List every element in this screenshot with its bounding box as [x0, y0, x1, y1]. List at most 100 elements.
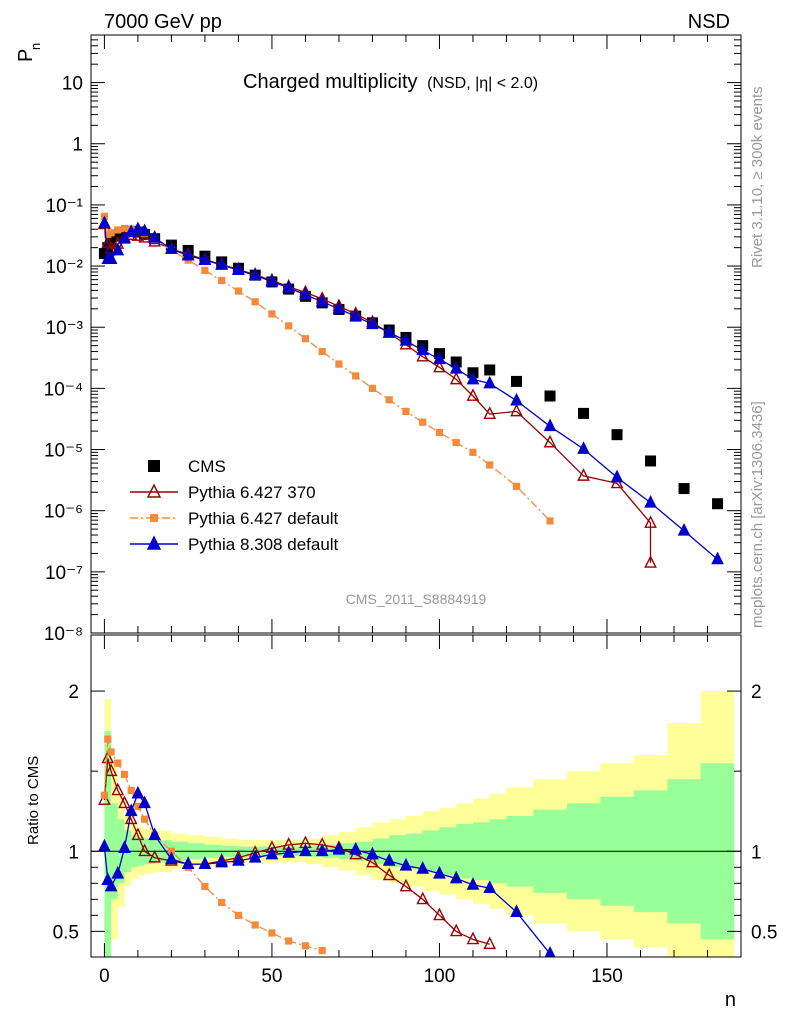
ratio-point — [416, 891, 430, 905]
data-point — [181, 247, 195, 261]
ratio-point — [510, 904, 523, 918]
x-axis-label: n — [725, 989, 736, 1011]
main-title: Charged multiplicity (NSD, |η| < 2.0) — [243, 71, 538, 93]
ratio-point — [349, 841, 363, 855]
data-point — [435, 428, 444, 437]
ratio-point — [399, 878, 413, 892]
legend-marker — [150, 514, 158, 522]
data-point — [165, 241, 178, 254]
data-point — [510, 392, 523, 406]
ratio-point — [215, 854, 229, 868]
x-tick-label: 150 — [591, 966, 623, 987]
data-point — [234, 287, 243, 295]
data-point — [644, 494, 657, 508]
data-point — [111, 242, 125, 256]
data-point — [484, 364, 496, 376]
ratio-point — [134, 802, 142, 811]
data-point — [118, 230, 131, 244]
ratio-point — [449, 923, 463, 937]
ratio-point — [251, 921, 259, 929]
y-tick-label: 1 — [72, 135, 83, 156]
ratio-point — [165, 851, 178, 865]
ratio-point — [138, 843, 151, 857]
legend-marker — [146, 483, 162, 498]
data-point — [114, 226, 122, 234]
main-panel: 10⁻⁸ 10⁻⁷ 10⁻⁶ 10⁻⁵ 10⁻⁴ 10⁻³ 10⁻² 10⁻¹ 1 10 Char… — [15, 34, 742, 645]
ratio-point — [118, 840, 131, 853]
ratio-point — [167, 847, 176, 855]
data-point — [148, 230, 161, 243]
y-tick-label: 10⁻⁷ — [45, 563, 83, 584]
ratio-point — [124, 811, 138, 825]
data-point — [335, 360, 343, 368]
ratio-point — [104, 735, 112, 743]
data-point — [248, 267, 262, 281]
data-point — [466, 388, 480, 401]
data-point — [232, 262, 245, 275]
main-x-axis — [103, 35, 708, 633]
legend-label: Pythia 8.308 default — [188, 535, 339, 554]
ratio-point — [131, 827, 145, 841]
ratio-point — [127, 786, 135, 794]
ratio-point — [483, 936, 497, 950]
ratio-point — [104, 763, 118, 777]
y-tick-label: 10⁻⁸ — [44, 624, 83, 645]
y-tick-label: 10⁻¹ — [46, 196, 84, 217]
ratio-point — [449, 870, 463, 884]
data-point — [678, 483, 690, 495]
series-pythia8_default — [98, 215, 724, 565]
y-tick-label: 10⁻² — [46, 257, 84, 278]
data-point — [198, 252, 212, 266]
data-point — [644, 515, 657, 528]
data-point — [610, 475, 624, 489]
data-point — [511, 375, 523, 387]
data-point — [301, 335, 310, 343]
data-point — [385, 396, 393, 404]
ratio-point — [433, 907, 446, 921]
ratio-point — [318, 946, 326, 955]
data-point — [332, 301, 346, 314]
data-point — [265, 273, 279, 287]
ratio-uncertainty-bands — [104, 691, 735, 957]
ratio-point — [114, 759, 122, 767]
main-y-label-sub: n — [28, 43, 43, 50]
data-point — [512, 482, 521, 490]
ratio-point — [198, 856, 212, 869]
data-point — [544, 390, 556, 402]
data-point — [215, 257, 229, 270]
data-point — [466, 371, 480, 385]
ratio-y-tick-label: 1 — [68, 842, 79, 863]
ratio-y-tick-label-right: 0.5 — [751, 922, 777, 943]
ratio-y-tick-label-right: 2 — [751, 682, 762, 703]
header-left-label: 7000 GeV pp — [104, 11, 222, 33]
data-point — [577, 468, 590, 481]
data-point — [416, 342, 430, 356]
data-point — [218, 276, 226, 285]
ratio-point — [232, 853, 245, 866]
ratio-point — [101, 750, 115, 764]
data-point — [399, 333, 413, 346]
y-tick-label: 10⁻⁴ — [44, 379, 83, 400]
ratio-point — [148, 849, 161, 863]
data-point — [452, 438, 460, 447]
mcplots-note: mcplots.cern.ch [arXiv:1306.3436] — [749, 401, 766, 628]
ratio-point — [218, 898, 226, 907]
legend-label: CMS — [188, 457, 226, 476]
ratio-point — [107, 748, 115, 756]
data-point — [711, 551, 724, 565]
ratio-point — [265, 846, 279, 860]
ratio-point — [248, 849, 262, 863]
y-tick-label: 10⁻⁶ — [44, 502, 83, 523]
watermark: CMS_2011_S8884919 — [346, 591, 487, 607]
data-point — [101, 235, 115, 248]
ratio-point — [366, 846, 379, 860]
ratio-x-axis: 0 50 100 150 — [99, 635, 708, 987]
rivet-note: Rivet 3.1.10, ≥ 300k events — [749, 86, 766, 268]
ratio-y-tick-label: 2 — [68, 682, 79, 703]
ratio-series-pythia8_default — [98, 785, 556, 957]
x-tick-label: 0 — [99, 966, 110, 987]
ratio-y-tick-label: 0.5 — [53, 922, 79, 943]
ratio-y-axis: 0.5 0.5 1 1 2 2 — [53, 682, 778, 943]
ratio-point — [100, 791, 109, 799]
